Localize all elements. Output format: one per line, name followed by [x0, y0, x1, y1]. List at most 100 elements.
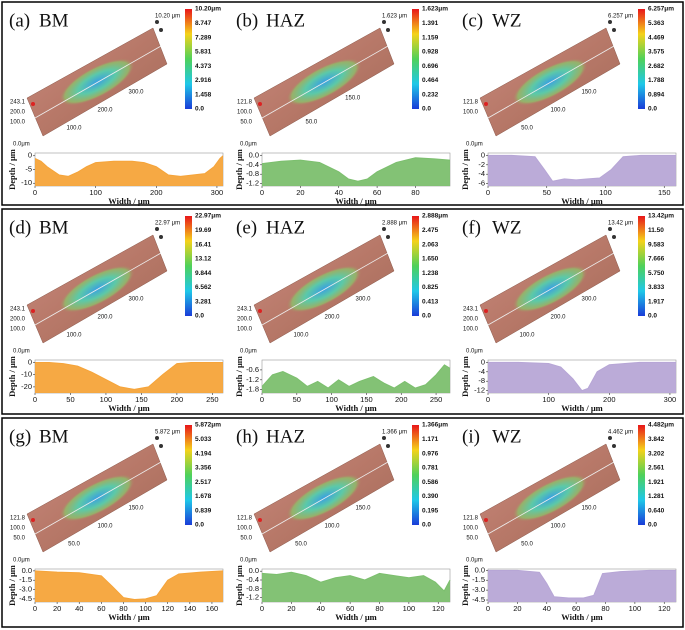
marker: [386, 235, 390, 239]
x-tick-label: 300: [211, 188, 224, 197]
marker: [159, 444, 163, 448]
colorbar-label: 8.747: [195, 20, 212, 27]
colorbar: [638, 9, 645, 109]
panel-label: (c): [462, 10, 483, 31]
colorbar-label: 1.917: [648, 298, 665, 305]
colorbar-label: 5.831: [195, 49, 212, 56]
area-fill: [35, 155, 223, 186]
area-fill: [488, 362, 676, 393]
y-tick-label: -5: [25, 164, 32, 173]
surface-y-label: 200.0: [10, 317, 26, 323]
material-label: HAZ: [266, 217, 305, 238]
x-tick-label: 100: [89, 188, 102, 197]
y-tick-label: -4: [478, 169, 485, 178]
y-tick-label: -4: [478, 367, 485, 376]
x-tick-label: 120: [432, 604, 445, 613]
marker: [159, 235, 163, 239]
marker: [612, 28, 616, 32]
z-label: 5.872 μm: [155, 430, 180, 436]
colorbar-label: 0.0: [648, 106, 657, 113]
surface-x-label: 200.0: [97, 315, 113, 321]
surface-y-label: 50.0: [13, 536, 25, 542]
surface-y-label: 200.0: [463, 317, 479, 323]
x-tick-label: 60: [97, 604, 105, 613]
x-tick-label: 0: [260, 604, 264, 613]
surface-y-label: 100.0: [463, 110, 479, 116]
colorbar-label: 0.696: [422, 63, 439, 70]
profile-line: [488, 154, 676, 182]
profile-line: [34, 461, 162, 535]
y-tick-label: 0: [28, 151, 32, 160]
x-tick-label: 200: [171, 395, 184, 404]
colorbar-label: 0.0: [422, 106, 431, 113]
colorbar-label: 3.575: [648, 49, 665, 56]
surface-y-label: 121.8: [463, 100, 479, 106]
marker: [484, 518, 488, 522]
material-label: BM: [39, 426, 69, 447]
panel-label: (i): [462, 426, 480, 447]
colorbar-label: 1.159: [422, 34, 439, 41]
surface-origin: 0.0μm: [466, 349, 483, 355]
marker: [382, 20, 386, 24]
colorbar-label: 0.0: [648, 313, 657, 320]
colorbar-label: 0.640: [648, 507, 665, 514]
x-tick-label: 0: [33, 604, 37, 613]
y-tick-label: -0.6: [246, 365, 259, 374]
profile-line: [35, 361, 223, 390]
surface-y-label: 243.1: [10, 100, 26, 106]
colorbar-label: 0.586: [422, 479, 439, 486]
surface-y-label: 100.0: [237, 110, 253, 116]
y-tick-label: -12: [474, 386, 485, 395]
surface-x-label: 50.0: [305, 120, 317, 126]
colorbar-label: 1.281: [648, 493, 665, 500]
colorbar-label: 2.561: [648, 465, 665, 472]
marker: [484, 102, 488, 106]
x-tick-label: 0: [260, 188, 264, 197]
colorbar-label: 3.281: [195, 298, 212, 305]
y-tick-label: 0.0: [475, 565, 485, 574]
y-tick-label: -4.5: [19, 594, 32, 603]
x-tick-label: 100: [325, 395, 338, 404]
x-tick-label: 40: [75, 604, 83, 613]
colorbar-label: 13.12: [195, 256, 212, 263]
surface-x-label: 300.0: [128, 90, 144, 96]
x-axis-label: Width / μm: [561, 196, 603, 206]
x-axis-label: Width / μm: [108, 612, 150, 622]
colorbar-label: 1.391: [422, 20, 439, 27]
pit: [512, 265, 588, 313]
surface-y-label: 121.8: [237, 100, 253, 106]
pit: [59, 265, 135, 313]
x-tick-label: 0: [33, 188, 37, 197]
colorbar-label: 1.366μm: [422, 422, 448, 429]
colorbar-label: 0.825: [422, 284, 439, 291]
profile-line: [34, 252, 162, 326]
colorbar-label: 7.289: [195, 34, 212, 41]
colorbar-label: 0.232: [422, 91, 439, 98]
colorbar-label: 4.373: [195, 63, 212, 70]
y-axis-label: Depth / μm: [234, 149, 244, 190]
x-axis-label: Width / μm: [561, 403, 603, 413]
z-label: 4.462 μm: [608, 430, 633, 436]
x-tick-label: 140: [184, 604, 197, 613]
colorbar-label: 3.356: [195, 465, 212, 472]
surface-y-label: 121.8: [463, 516, 479, 522]
surface-x-label: 150.0: [581, 506, 597, 512]
surface-y-label: 100.0: [463, 526, 479, 532]
colorbar: [638, 425, 645, 525]
profile-line: [261, 571, 451, 592]
colorbar-label: 3.833: [648, 284, 665, 291]
y-tick-label: -10: [21, 178, 32, 187]
marker: [155, 436, 159, 440]
surface-x-label: 50.0: [521, 126, 533, 132]
x-tick-label: 80: [411, 188, 419, 197]
colorbar-label: 0.781: [422, 465, 439, 472]
x-tick-label: 100: [403, 604, 416, 613]
x-tick-label: 100: [100, 395, 113, 404]
surface-x-label: 150.0: [355, 506, 371, 512]
surface-y-label: 243.1: [10, 307, 26, 313]
x-tick-label: 100: [629, 604, 642, 613]
colorbar-label: 0.0: [195, 522, 204, 529]
y-tick-label: -3.0: [472, 585, 485, 594]
surface-x-label: 100.0: [97, 524, 113, 530]
surface-x-label: 50.0: [68, 542, 80, 548]
